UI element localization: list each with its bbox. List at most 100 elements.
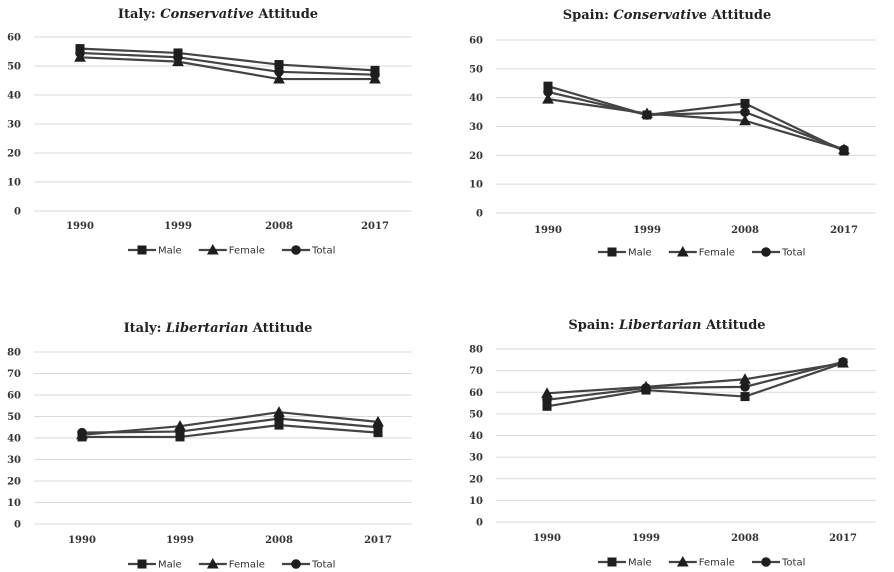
x-tick-label: 2017	[364, 535, 392, 546]
y-tick-label: 60	[7, 33, 21, 44]
legend-marker-total	[291, 245, 301, 255]
series-line-female	[79, 56, 375, 81]
legend-label-female: Female	[699, 248, 735, 259]
chart-title-attitude: Conservativ	[613, 8, 699, 23]
data-point-total	[274, 413, 284, 424]
y-tick-label: 50	[469, 64, 483, 75]
series-line-male	[82, 423, 379, 439]
legend-label-female: Female	[229, 560, 265, 571]
series-line-male	[546, 362, 844, 408]
chart-title-country: Italy:	[124, 321, 166, 336]
y-tick-label: 20	[7, 477, 21, 488]
chart-title: Italy: Conservative Attitude	[118, 7, 318, 22]
data-point-total	[373, 422, 383, 433]
x-tick-label: 2008	[265, 535, 293, 546]
y-tick-label: 10	[7, 178, 21, 189]
y-tick-label: 0	[14, 207, 21, 218]
y-tick-label: 0	[14, 520, 21, 531]
data-point-female	[542, 93, 554, 104]
series-line-total	[79, 51, 376, 76]
x-tick-label: 2017	[361, 221, 389, 232]
legend-label-male: Male	[628, 558, 652, 569]
data-point-female	[739, 114, 751, 126]
chart-title-country: Spain:	[568, 318, 619, 333]
legend: Male Female Total	[598, 245, 805, 259]
series-line-female	[547, 98, 845, 151]
chart-panel-4: Spain: Libertarian Attitude 0 10 20 30 40 50 60…	[469, 318, 876, 569]
legend-label-male: Male	[158, 246, 182, 257]
y-tick-label: 30	[469, 453, 483, 464]
y-tick-label: 0	[476, 209, 483, 220]
legend: Male Female Total	[128, 243, 335, 257]
legend: Male Female Total	[128, 557, 335, 571]
legend-marker-female	[676, 245, 689, 257]
y-tick-label: 80	[469, 345, 483, 356]
chart-panel-2: Spain: Conservative Attitude 0 10 20 30 40 50 6…	[469, 8, 876, 259]
y-tick-label: 20	[469, 474, 483, 485]
y-tick-label: 40	[469, 93, 483, 104]
chart-panel-1: Italy: Conservative Attitude 0 10 20 30 40 50 6…	[7, 7, 412, 257]
legend-label-male: Male	[158, 560, 182, 571]
data-point-total	[839, 144, 849, 155]
chart-title-attitude: Libertarian	[618, 318, 701, 333]
data-point-total	[542, 395, 552, 405]
chart-title-attitude: Conservative	[160, 7, 254, 22]
y-tick-label: 20	[7, 149, 21, 160]
chart-title-country: Spain:	[563, 8, 614, 23]
legend-marker-male	[607, 557, 617, 567]
chart-title: Italy: Libertarian Attitude	[124, 321, 313, 336]
x-tick-label: 1990	[68, 535, 96, 546]
series-line-total	[81, 417, 379, 434]
y-tick-label: 30	[7, 455, 21, 466]
chart-panel-3: Italy: Libertarian Attitude 0 10 20 30 40 50 60…	[7, 321, 412, 571]
x-tick-label: 2008	[731, 225, 759, 236]
data-point-total	[642, 110, 652, 120]
data-point-total	[77, 427, 87, 438]
legend-marker-female	[676, 555, 689, 567]
x-tick-label: 1990	[66, 221, 94, 232]
x-tick-label: 1999	[164, 221, 192, 232]
chart-title-country: Italy:	[118, 7, 160, 22]
y-tick-label: 40	[7, 434, 21, 445]
legend-marker-male	[137, 559, 147, 569]
x-tick-label: 2017	[830, 225, 858, 236]
chart-title-suffix: Attitude	[254, 7, 318, 22]
chart-title-suffix: Attitude	[248, 321, 312, 336]
data-point-total	[543, 87, 553, 97]
x-tick-label: 2008	[731, 533, 759, 544]
x-tick-label: 2008	[265, 221, 293, 232]
data-point-total	[175, 426, 185, 437]
y-tick-label: 10	[469, 496, 483, 507]
legend-label-total: Total	[781, 558, 805, 569]
data-point-total	[740, 107, 750, 117]
data-point-male	[740, 392, 750, 402]
legend-label-male: Male	[628, 248, 652, 259]
y-tick-label: 50	[7, 62, 21, 73]
y-tick-label: 0	[476, 518, 483, 529]
x-tick-label: 2017	[829, 533, 857, 544]
y-tick-label: 70	[469, 366, 483, 377]
legend-label-total: Total	[781, 248, 805, 259]
x-tick-label: 1999	[633, 225, 661, 236]
legend-label-female: Female	[699, 558, 735, 569]
x-tick-label: 1999	[632, 533, 660, 544]
y-tick-label: 60	[469, 388, 483, 399]
y-tick-label: 50	[469, 409, 483, 420]
x-tick-label: 1999	[166, 535, 194, 546]
y-tick-label: 50	[7, 412, 21, 423]
data-point-female	[273, 73, 285, 84]
data-point-total	[274, 67, 284, 77]
data-point-total	[75, 48, 85, 58]
y-tick-label: 10	[7, 498, 21, 509]
chart-title-attitude: Libertarian	[165, 321, 248, 336]
legend-marker-male	[607, 247, 617, 257]
legend: Male Female Total	[598, 555, 805, 569]
series-line-female	[81, 411, 379, 436]
y-tick-label: 40	[469, 431, 483, 442]
chart-title: Spain: Conservative Attitude	[563, 8, 771, 23]
chart-title-suffix: Attitude	[701, 318, 765, 333]
legend-marker-total	[761, 557, 771, 567]
series-line-male	[547, 85, 845, 152]
legend-marker-male	[137, 245, 147, 255]
